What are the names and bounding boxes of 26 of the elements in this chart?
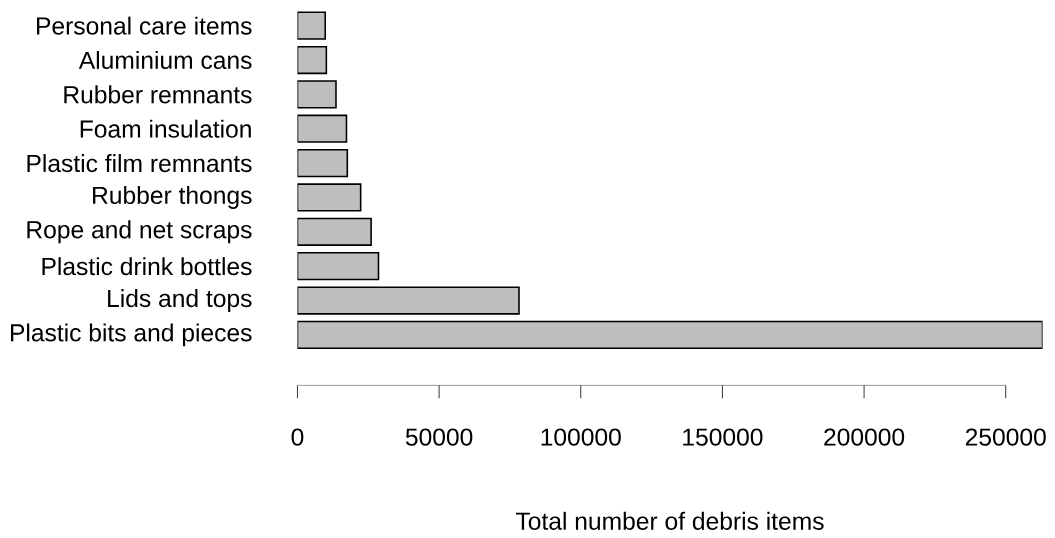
bar — [297, 80, 337, 109]
y-tick-label: Rope and net scraps — [27, 220, 252, 244]
y-tick-label: Plastic drink bottles — [42, 257, 252, 276]
x-axis-title: Total number of debris items — [515, 511, 824, 530]
y-tick-label: Lids and tops — [108, 289, 252, 312]
bar — [297, 217, 372, 246]
bar — [297, 320, 1043, 349]
bar — [297, 183, 362, 212]
y-tick-label: Rubber thongs — [93, 185, 252, 209]
bar — [297, 286, 520, 315]
y-tick-label: Plastic bits and pieces — [11, 323, 252, 347]
bar — [297, 45, 328, 75]
y-tick-label: Personal care items — [37, 16, 252, 35]
y-tick-label: Plastic film remnants — [27, 154, 252, 173]
x-tick-label: 0 — [291, 428, 304, 446]
bar — [297, 251, 380, 281]
bar — [297, 114, 348, 143]
x-tick-label: 200000 — [824, 428, 905, 446]
bar — [297, 148, 349, 178]
x-tick-label: 250000 — [965, 428, 1046, 446]
y-tick-label: Rubber remnants — [64, 85, 252, 104]
y-tick-label: Aluminium cans — [78, 50, 252, 70]
x-tick-label: 50000 — [405, 428, 473, 446]
y-tick-label: Foam insulation — [80, 119, 251, 138]
x-tick-label: 150000 — [683, 428, 763, 446]
x-tick-label: 100000 — [541, 428, 621, 446]
